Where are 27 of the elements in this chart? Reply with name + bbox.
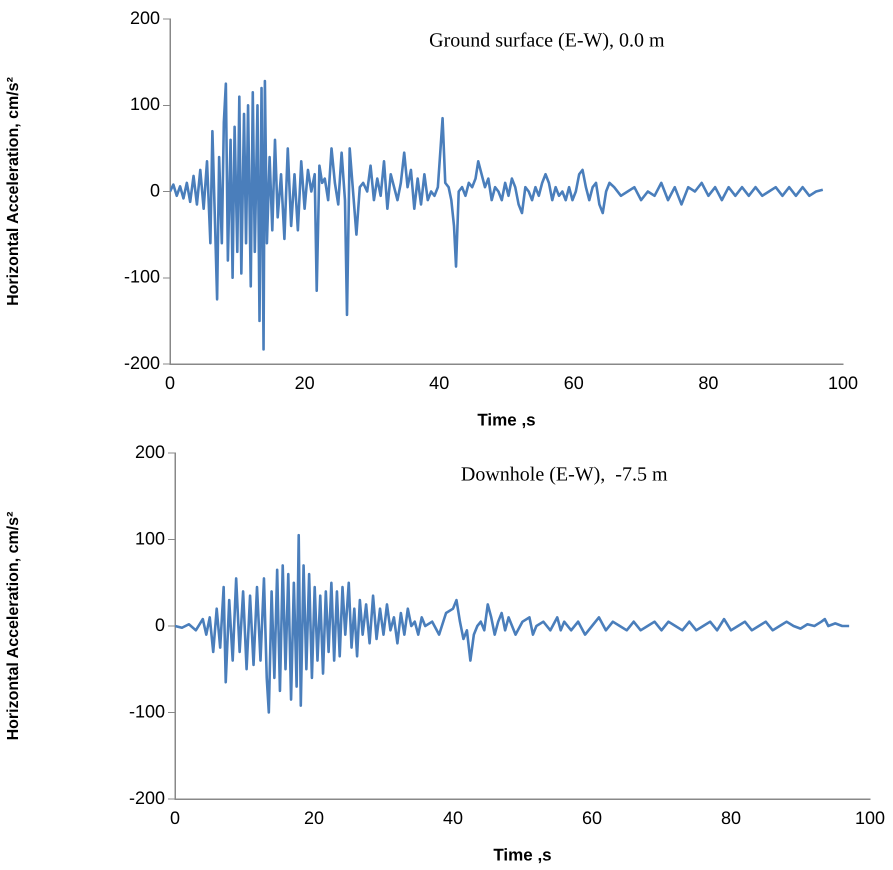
y-tick-label: 100 bbox=[130, 94, 160, 114]
y-tick-label: -200 bbox=[128, 788, 165, 808]
text: Downhole (E-W), -7.5 m bbox=[460, 463, 668, 486]
text: Ground surface (E-W), 0.0 m bbox=[429, 29, 666, 52]
y-tick-label: -100 bbox=[124, 266, 160, 287]
x-tick-label: 100 bbox=[828, 372, 858, 393]
y-tick-label: -200 bbox=[124, 352, 160, 373]
y-tick-label: 0 bbox=[154, 614, 165, 635]
y-tick-label: 0 bbox=[150, 180, 160, 200]
x-tick-label: 20 bbox=[304, 808, 324, 828]
x-tick-label: 20 bbox=[294, 372, 315, 393]
x-axis-title: Time ,s bbox=[493, 845, 552, 864]
x-tick-label: 60 bbox=[582, 808, 602, 828]
x-axis-title: Time ,s bbox=[477, 410, 536, 430]
x-tick-label: 80 bbox=[698, 372, 718, 393]
y-tick-label: 200 bbox=[130, 8, 160, 28]
x-tick-label: 0 bbox=[170, 808, 180, 828]
y-axis-title: Horizontal Acceleration, cm/s² bbox=[5, 512, 22, 740]
x-tick-label: 40 bbox=[442, 808, 464, 828]
y-tick-label: -100 bbox=[128, 701, 165, 722]
x-tick-label: 100 bbox=[854, 808, 886, 828]
x-tick-label: 40 bbox=[429, 372, 450, 393]
x-tick-label: 80 bbox=[720, 808, 742, 828]
x-tick-label: 60 bbox=[564, 372, 584, 393]
y-tick-label: 100 bbox=[134, 528, 165, 548]
y-axis-title: Horizontal Acceleration, cm/s² bbox=[5, 77, 22, 306]
y-tick-label: 200 bbox=[134, 442, 165, 462]
